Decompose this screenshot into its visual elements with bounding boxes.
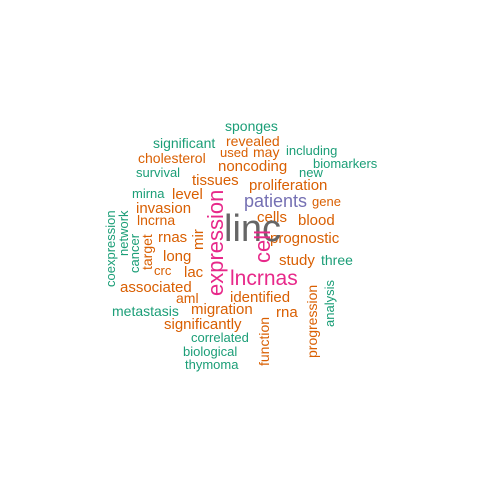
word-including: including [286,143,338,158]
word-expression: expression [203,189,228,296]
word-rna: rna [276,304,298,321]
word-rnas: rnas [158,229,188,246]
word-migration: migration [191,301,253,318]
word-thymoma: thymoma [185,357,239,372]
word-study: study [279,252,315,269]
word-analysis: analysis [322,280,337,327]
word-correlated: correlated [191,330,249,345]
word-gene: gene [312,194,341,209]
word-biomarkers: biomarkers [313,156,378,171]
word-patients: patients [244,191,308,211]
word-linc: linc [224,208,282,250]
word-revealed: revealed [226,133,280,149]
word-cell: cell [250,229,275,263]
word-crc: crc [154,263,172,278]
word-aml: aml [176,290,199,306]
word-long: long [163,248,192,265]
word-associated: associated [120,279,192,296]
word-blood: blood [298,212,335,229]
word-sponges: sponges [225,118,278,134]
word-cholesterol: cholesterol [138,150,206,166]
word-target: target [139,234,155,270]
word-noncoding: noncoding [218,158,288,175]
word-identified: identified [230,289,291,306]
word-survival: survival [136,165,181,180]
word-lncrna: lncrna [137,212,176,228]
word-biological: biological [183,344,238,359]
word-lncrnas: lncrnas [230,267,298,290]
word-metastasis: metastasis [112,303,179,319]
word-function: function [256,316,272,366]
word-invasion: invasion [136,200,192,217]
word-may: may [253,144,280,160]
word-used: used [220,145,249,160]
word-mirna: mirna [132,186,165,201]
word-lac: lac [184,264,204,281]
word-three: three [321,252,353,268]
word-proliferation: proliferation [249,177,328,194]
word-progression: progression [304,284,320,358]
word-prognostic: prognostic [270,230,340,247]
word-new: new [299,165,323,180]
word-level: level [172,186,203,203]
word-significant: significant [153,135,216,151]
word-tissues: tissues [192,172,239,189]
word-cells: cells [257,209,288,226]
word-significantly: significantly [164,316,242,333]
